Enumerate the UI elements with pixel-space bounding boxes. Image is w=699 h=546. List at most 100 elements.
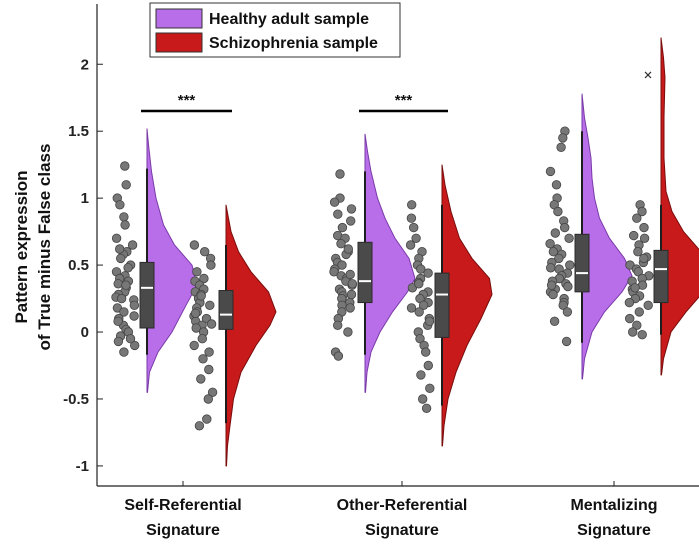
data-point (337, 222, 348, 233)
data-point (624, 297, 635, 308)
box-iqr (434, 272, 450, 338)
data-point (337, 260, 347, 270)
y-axis-title-line1: Pattern expression (12, 170, 31, 323)
data-point (639, 253, 649, 264)
legend-label-healthy: Healthy adult sample (209, 11, 369, 28)
density-cloud (581, 93, 633, 380)
data-point (333, 209, 343, 219)
data-point (639, 233, 650, 244)
data-point (421, 347, 431, 357)
x-tick-label-self-line1: Self-Referential (124, 497, 241, 514)
data-point (423, 268, 433, 278)
data-point (205, 300, 215, 311)
density-clouds (146, 37, 699, 467)
box-iqr (139, 261, 155, 329)
data-point (406, 213, 417, 223)
significance-label: *** (395, 92, 413, 109)
data-point (556, 142, 566, 153)
data-point (416, 264, 426, 274)
data-point (550, 228, 561, 238)
data-point (425, 383, 435, 394)
density-cloud (364, 133, 416, 393)
y-axis: 2 1.5 1 0.5 0 -0.5 -1 (63, 56, 103, 475)
data-point (120, 220, 130, 230)
data-point (113, 316, 123, 327)
data-point (634, 307, 645, 317)
data-point (114, 244, 125, 254)
y-tick-label: 2 (81, 56, 89, 73)
data-point (119, 212, 129, 222)
box-plots (139, 71, 669, 424)
data-point (329, 197, 340, 207)
significance-markers: *** *** (141, 92, 448, 113)
data-points (111, 126, 654, 431)
data-point (343, 327, 353, 337)
data-point (346, 204, 357, 214)
data-point (565, 260, 575, 270)
data-point (553, 206, 563, 217)
density-cloud (441, 164, 493, 447)
data-point (335, 169, 345, 179)
data-point (346, 216, 356, 226)
density-cloud (146, 128, 198, 393)
y-tick-label: -0.5 (63, 391, 89, 408)
legend-swatch-schizophrenia (155, 32, 203, 53)
data-point (194, 421, 205, 431)
data-point (418, 300, 429, 311)
data-point (546, 280, 557, 290)
data-point (197, 334, 208, 344)
data-point (199, 273, 209, 284)
data-point (111, 233, 122, 244)
outlier-marker (644, 71, 652, 79)
data-point (115, 253, 126, 264)
data-point (129, 300, 140, 311)
y-tick-label: -1 (76, 458, 89, 475)
data-point (346, 289, 357, 300)
data-point (629, 230, 639, 241)
data-point (628, 327, 638, 337)
data-point (630, 283, 640, 293)
data-point (113, 336, 124, 347)
legend-swatch-healthy (155, 8, 203, 29)
box-iqr (357, 241, 373, 304)
data-point (548, 289, 558, 300)
data-point (637, 206, 647, 217)
legend: Healthy adult sample Schizophrenia sampl… (149, 2, 401, 58)
x-tick-label-other-line1: Other-Referential (337, 497, 468, 514)
data-point (424, 316, 435, 327)
data-point (415, 334, 425, 344)
data-point (625, 313, 635, 324)
data-point (637, 330, 647, 340)
data-point (204, 347, 214, 357)
data-point (203, 394, 214, 404)
x-tick-label-self-line2: Signature (146, 522, 220, 539)
y-tick-label: 1.5 (68, 123, 89, 140)
data-point (123, 263, 133, 273)
data-point (551, 180, 562, 190)
data-point (561, 336, 572, 347)
data-point (191, 323, 201, 333)
y-tick-label: 1 (81, 190, 89, 207)
data-point (554, 253, 564, 264)
box-iqr (653, 249, 669, 304)
x-tick-label-mentalizing-line2: Signature (577, 522, 651, 539)
data-point (333, 351, 344, 361)
data-point (347, 279, 358, 289)
data-point (558, 133, 568, 143)
data-point (189, 340, 199, 351)
box-iqr (218, 290, 234, 330)
data-point (206, 319, 217, 329)
data-point (113, 279, 123, 289)
plot-area (96, 4, 699, 487)
data-point (414, 279, 424, 289)
data-point (418, 394, 428, 404)
data-point (204, 364, 214, 375)
data-point (192, 267, 202, 277)
data-point (121, 280, 131, 290)
data-point (639, 222, 649, 233)
data-point (119, 307, 129, 317)
data-point (115, 200, 125, 210)
data-point (548, 246, 559, 257)
data-point (189, 240, 200, 250)
